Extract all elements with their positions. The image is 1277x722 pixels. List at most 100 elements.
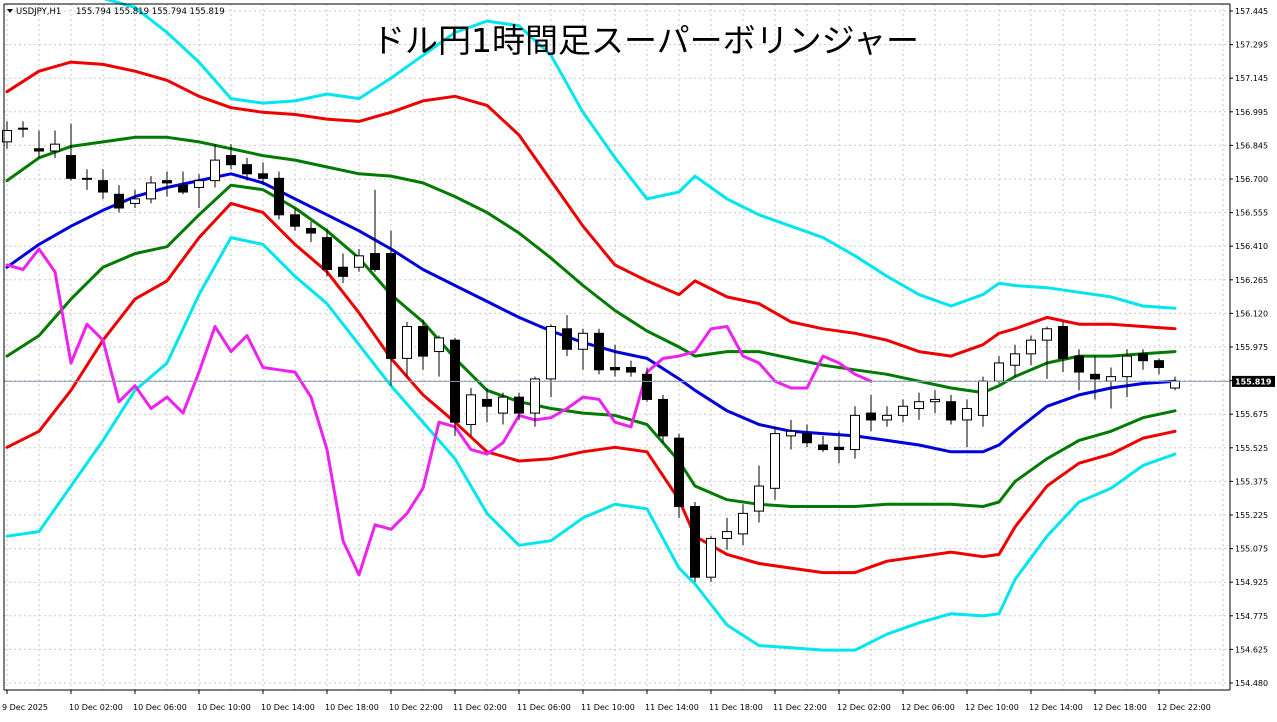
- candle: [882, 406, 892, 427]
- candle: [626, 360, 636, 377]
- candle: [610, 344, 620, 377]
- candle: [402, 321, 412, 377]
- candle-body: [562, 328, 572, 350]
- y-tick-label: 156.120: [1235, 309, 1268, 318]
- x-tick-label: 11 Dec 22:00: [773, 703, 827, 712]
- candle: [98, 169, 108, 199]
- candle-body: [514, 396, 524, 414]
- candle-body: [194, 180, 204, 188]
- candle: [146, 176, 156, 204]
- time-axis: 9 Dec 2025 10 Dec 02:00 10 Dec 06:00 10 Dec…: [2, 690, 1211, 712]
- candle: [786, 419, 796, 450]
- candle: [82, 169, 92, 190]
- x-tick-label: 10 Dec 10:00: [197, 703, 251, 712]
- candle-body: [1138, 353, 1148, 362]
- candle: [2, 121, 12, 149]
- candle: [50, 130, 60, 158]
- y-tick-label: 154.775: [1235, 612, 1268, 621]
- candle-body: [386, 253, 396, 359]
- candle: [1010, 344, 1020, 377]
- candle-body: [642, 373, 652, 400]
- candle: [1154, 358, 1164, 375]
- symbol-label: USDJPY,H1: [16, 7, 61, 17]
- candle-body: [434, 337, 444, 353]
- y-tick-label: 156.995: [1235, 108, 1268, 117]
- candle: [226, 144, 236, 170]
- candle-body: [1106, 376, 1116, 382]
- candle: [338, 253, 348, 284]
- symbol-header: USDJPY,H1 155.794 155.819 155.794 155.81…: [7, 7, 225, 17]
- candle-body: [914, 401, 924, 410]
- candle: [178, 171, 188, 195]
- candle-body: [834, 446, 844, 451]
- x-tick-label: 10 Dec 06:00: [133, 703, 187, 712]
- candle: [594, 328, 604, 375]
- candle-body: [178, 184, 188, 193]
- candle: [722, 517, 732, 550]
- candle-body: [978, 380, 988, 416]
- x-tick-label: 9 Dec 2025: [2, 703, 48, 712]
- candle-body: [242, 164, 252, 175]
- candle-body: [130, 198, 140, 204]
- candle-body: [1122, 355, 1132, 378]
- current-price-tag: 155.819: [1232, 375, 1275, 387]
- candle: [418, 319, 428, 370]
- x-tick-label: 12 Dec 10:00: [965, 703, 1019, 712]
- candle: [434, 335, 444, 377]
- x-tick-label: 12 Dec 06:00: [901, 703, 955, 712]
- candle-body: [674, 437, 684, 508]
- candle-body: [114, 193, 124, 209]
- x-tick-label: 12 Dec 02:00: [837, 703, 891, 712]
- candle: [130, 189, 140, 208]
- y-tick-label: 155.375: [1235, 477, 1268, 486]
- candle: [306, 221, 316, 243]
- price-axis: 157.445 157.295 157.145 156.995 156.845 156.7…: [1230, 7, 1268, 688]
- current-price-tag-label: 155.819: [1235, 377, 1272, 386]
- candle: [914, 392, 924, 420]
- candle-body: [66, 155, 76, 179]
- candle: [1058, 321, 1068, 373]
- candle-body: [498, 396, 508, 414]
- chart-title: ドル円1時間足スーパーボリンジャー: [372, 21, 919, 60]
- candle: [466, 388, 476, 436]
- candle-body: [802, 433, 812, 444]
- candle-body: [994, 362, 1004, 382]
- candle: [274, 171, 284, 220]
- candle-body: [418, 325, 428, 357]
- candle: [450, 337, 460, 436]
- candle-body: [722, 531, 732, 539]
- candle-body: [290, 214, 300, 227]
- candle-body: [370, 253, 380, 271]
- candle-body: [594, 332, 604, 371]
- candle-body: [146, 182, 156, 200]
- candle: [770, 426, 780, 500]
- candle: [258, 162, 268, 186]
- candle: [354, 249, 364, 272]
- y-tick-label: 157.295: [1235, 41, 1268, 50]
- x-tick-label: 10 Dec 22:00: [389, 703, 443, 712]
- current-price-tag-box: [1232, 375, 1275, 387]
- x-tick-label: 11 Dec 06:00: [517, 703, 571, 712]
- candle: [194, 173, 204, 208]
- candle-body: [226, 155, 236, 166]
- x-tick-label: 11 Dec 02:00: [453, 703, 507, 712]
- candle: [818, 435, 828, 452]
- y-tick-label: 154.625: [1235, 645, 1268, 654]
- candle: [1138, 349, 1148, 370]
- y-tick-label: 155.975: [1235, 343, 1268, 352]
- candle: [322, 228, 332, 277]
- candle-body: [610, 367, 620, 371]
- candle: [1026, 335, 1036, 366]
- candle-body: [770, 433, 780, 489]
- y-tick-label: 155.675: [1235, 410, 1268, 419]
- candle-body: [338, 266, 348, 277]
- candle-body: [354, 255, 364, 268]
- triangle-down-icon[interactable]: [7, 9, 13, 13]
- candle-body: [738, 512, 748, 535]
- candle-body: [2, 129, 12, 143]
- bollinger-bands: [5, 0, 1177, 652]
- candle: [1042, 326, 1052, 379]
- candle-body: [258, 173, 268, 179]
- candle: [562, 315, 572, 357]
- candle-body: [786, 430, 796, 437]
